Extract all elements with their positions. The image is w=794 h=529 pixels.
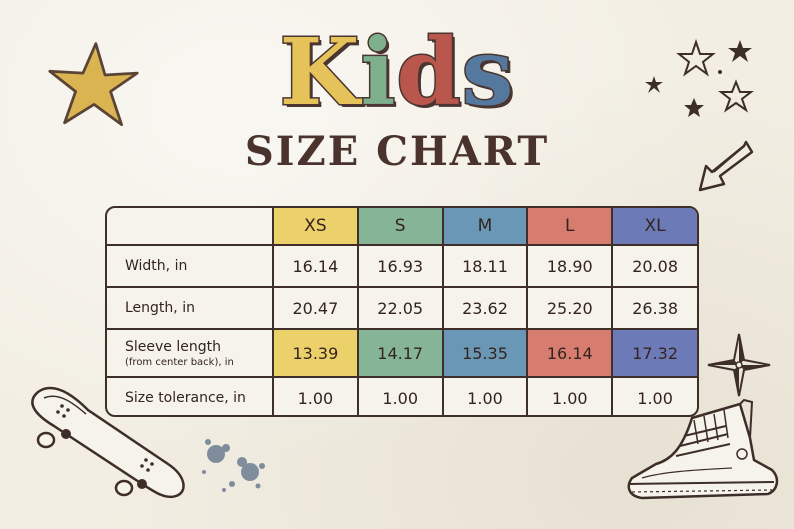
page-subtitle: SIZE CHART [244,128,550,175]
row-label-sub: (from center back), in [125,356,234,368]
header-corner-cell [107,208,274,246]
table-cell: 26.38 [611,286,697,330]
row-label: Length, in [107,286,274,330]
table-cell: 15.35 [441,328,529,378]
table-cell: 1.00 [526,376,614,415]
size-chart-table: XS S M L XL Width, in 16.14 16.93 18.11 … [105,206,699,417]
table-cell: 18.90 [526,244,614,288]
table-cell: 13.39 [272,328,359,378]
row-label-main: Sleeve length [125,338,221,355]
page-title: Kids [278,21,515,124]
table-cell: 16.14 [272,244,359,288]
table-cell: 25.20 [526,286,614,330]
table-cell: 1.00 [356,376,444,415]
arrow-icon [698,140,754,192]
table-cell: 20.08 [611,244,697,288]
row-label: Sleeve length (from center back), in [107,328,274,378]
size-header-xl: XL [611,208,697,246]
table-cell: 23.62 [441,286,529,330]
table-cell: 18.11 [441,244,529,288]
size-header-s: S [356,208,444,246]
table-row: Width, in 16.14 16.93 18.11 18.90 20.08 [107,244,697,288]
title-letter-k: K [278,18,361,126]
table-header-row: XS S M L XL [107,208,697,246]
row-label: Width, in [107,244,274,288]
table-cell: 14.17 [356,328,444,378]
table-cell: 16.14 [526,328,614,378]
title-letter-d: d [395,18,462,126]
table-row: Sleeve length (from center back), in 13.… [107,328,697,378]
table-row: Length, in 20.47 22.05 23.62 25.20 26.38 [107,286,697,330]
table-cell: 1.00 [611,376,697,415]
title-letter-s: s [460,18,515,126]
table-row: Size tolerance, in 1.00 1.00 1.00 1.00 1… [107,376,697,415]
table-cell: 22.05 [356,286,444,330]
size-header-l: L [526,208,614,246]
table-cell: 1.00 [272,376,359,415]
skateboard-icon [31,386,185,499]
star-icon [48,42,139,127]
sneaker-icon [627,398,779,500]
table-cell: 20.47 [272,286,359,330]
compass-icon [707,333,771,397]
title-letter-i: i [359,18,397,126]
row-label: Size tolerance, in [107,376,274,415]
size-header-m: M [441,208,529,246]
paint-splatter-icon [202,439,265,492]
table-cell: 1.00 [441,376,529,415]
stars-icon [645,38,754,117]
table-cell: 17.32 [611,328,697,378]
size-header-xs: XS [272,208,359,246]
table-cell: 16.93 [356,244,444,288]
